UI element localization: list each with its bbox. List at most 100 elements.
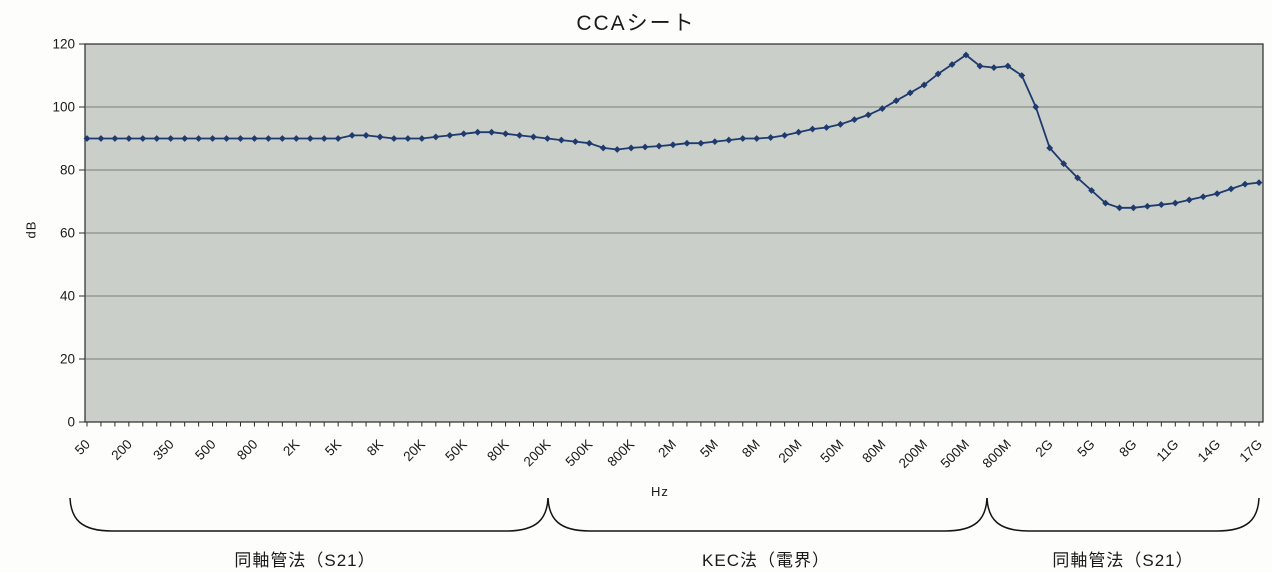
x-tick-label: 200	[108, 437, 135, 464]
data-point	[823, 124, 830, 131]
y-tick-label: 60	[60, 226, 75, 241]
data-point	[181, 135, 189, 142]
data-point	[934, 70, 942, 78]
data-point	[809, 125, 816, 133]
data-point	[557, 136, 565, 144]
y-tick-label: 120	[52, 37, 75, 52]
x-tick-label: 80M	[859, 437, 888, 466]
brace-label-coaxial-left: 同軸管法（S21）	[234, 551, 376, 570]
data-point	[1074, 174, 1082, 182]
data-point	[781, 131, 789, 139]
data-markers	[83, 51, 1263, 212]
data-point	[223, 135, 230, 142]
data-point	[516, 131, 523, 139]
data-point	[878, 105, 886, 112]
y-axis: 0 20 40 60 80 100 120	[52, 37, 85, 430]
data-point	[334, 135, 342, 142]
x-tick-label: 8K	[364, 437, 386, 459]
data-point	[264, 135, 272, 142]
data-point	[125, 135, 133, 142]
data-point	[1060, 160, 1068, 168]
x-tick-label: 500M	[938, 437, 972, 471]
data-point	[1255, 179, 1263, 186]
data-point	[920, 81, 928, 89]
x-tick-label: 500	[192, 437, 219, 464]
data-point	[697, 139, 705, 147]
x-tick-label: 50M	[817, 437, 846, 466]
x-tick-label: 200K	[521, 437, 554, 470]
data-point	[306, 135, 314, 142]
data-point	[850, 116, 858, 123]
x-tick-label: 20M	[776, 437, 805, 466]
data-point	[1241, 180, 1249, 188]
data-point	[195, 135, 203, 142]
data-point	[209, 135, 216, 142]
data-point	[1102, 199, 1109, 207]
data-point	[1157, 201, 1165, 209]
data-point	[906, 89, 914, 97]
data-point	[962, 51, 970, 59]
brace-label-coaxial-right: 同軸管法（S21）	[1052, 551, 1194, 570]
brace-label-kec: KEC法（電界）	[702, 551, 830, 570]
brace	[547, 497, 988, 532]
data-point	[1116, 204, 1123, 212]
data-point	[767, 134, 775, 141]
data-point	[613, 146, 621, 153]
x-axis-title: Hz	[651, 484, 669, 499]
data-point	[571, 138, 579, 146]
data-point	[599, 144, 607, 152]
y-tick-label: 40	[60, 289, 75, 304]
data-point	[711, 138, 719, 146]
data-point	[990, 64, 998, 72]
x-tick-label: 11G	[1153, 437, 1181, 465]
x-tick-label: 800M	[979, 437, 1013, 471]
data-point	[1032, 103, 1040, 111]
x-tick-label: 50	[72, 437, 93, 458]
data-point	[153, 135, 161, 142]
x-tick-label: 8G	[1116, 437, 1139, 460]
data-point	[864, 111, 872, 119]
data-point	[683, 139, 691, 147]
data-point	[892, 97, 900, 105]
data-point	[418, 135, 426, 142]
data-point	[976, 62, 984, 70]
x-tick-label: 5K	[322, 437, 344, 459]
x-tick-label: 2K	[280, 437, 302, 459]
x-tick-label: 5G	[1074, 437, 1097, 460]
data-point	[488, 128, 496, 136]
y-tick-label: 20	[60, 352, 75, 367]
x-tick-label: 200M	[896, 437, 930, 471]
data-point	[948, 61, 956, 68]
data-point	[1213, 190, 1221, 198]
data-point	[432, 133, 440, 141]
data-point	[237, 135, 244, 142]
data-point	[1227, 185, 1235, 193]
x-tick-label: 500K	[563, 437, 596, 470]
y-tick-label: 100	[52, 100, 75, 115]
chart-title: CCAシート	[576, 12, 696, 35]
data-point	[292, 135, 300, 142]
data-point	[390, 135, 398, 142]
y-tick-label: 80	[60, 163, 75, 178]
data-point	[97, 135, 105, 142]
data-point	[404, 135, 412, 142]
data-point	[795, 128, 802, 136]
x-tick-label: 80K	[484, 437, 512, 465]
x-tick-label: 14G	[1195, 437, 1224, 466]
data-point	[446, 131, 454, 139]
data-point	[544, 135, 551, 142]
data-point	[1088, 187, 1095, 194]
data-point	[167, 135, 175, 142]
gridlines	[85, 106, 1263, 360]
brace	[69, 497, 549, 532]
data-point	[655, 142, 663, 150]
x-tick-label: 800K	[604, 437, 637, 470]
x-tick-label: 5M	[697, 437, 721, 461]
data-point	[1004, 62, 1012, 70]
data-point	[1171, 199, 1179, 207]
x-tick-label: 17G	[1236, 437, 1265, 466]
data-point	[585, 139, 593, 147]
data-point	[278, 135, 286, 142]
